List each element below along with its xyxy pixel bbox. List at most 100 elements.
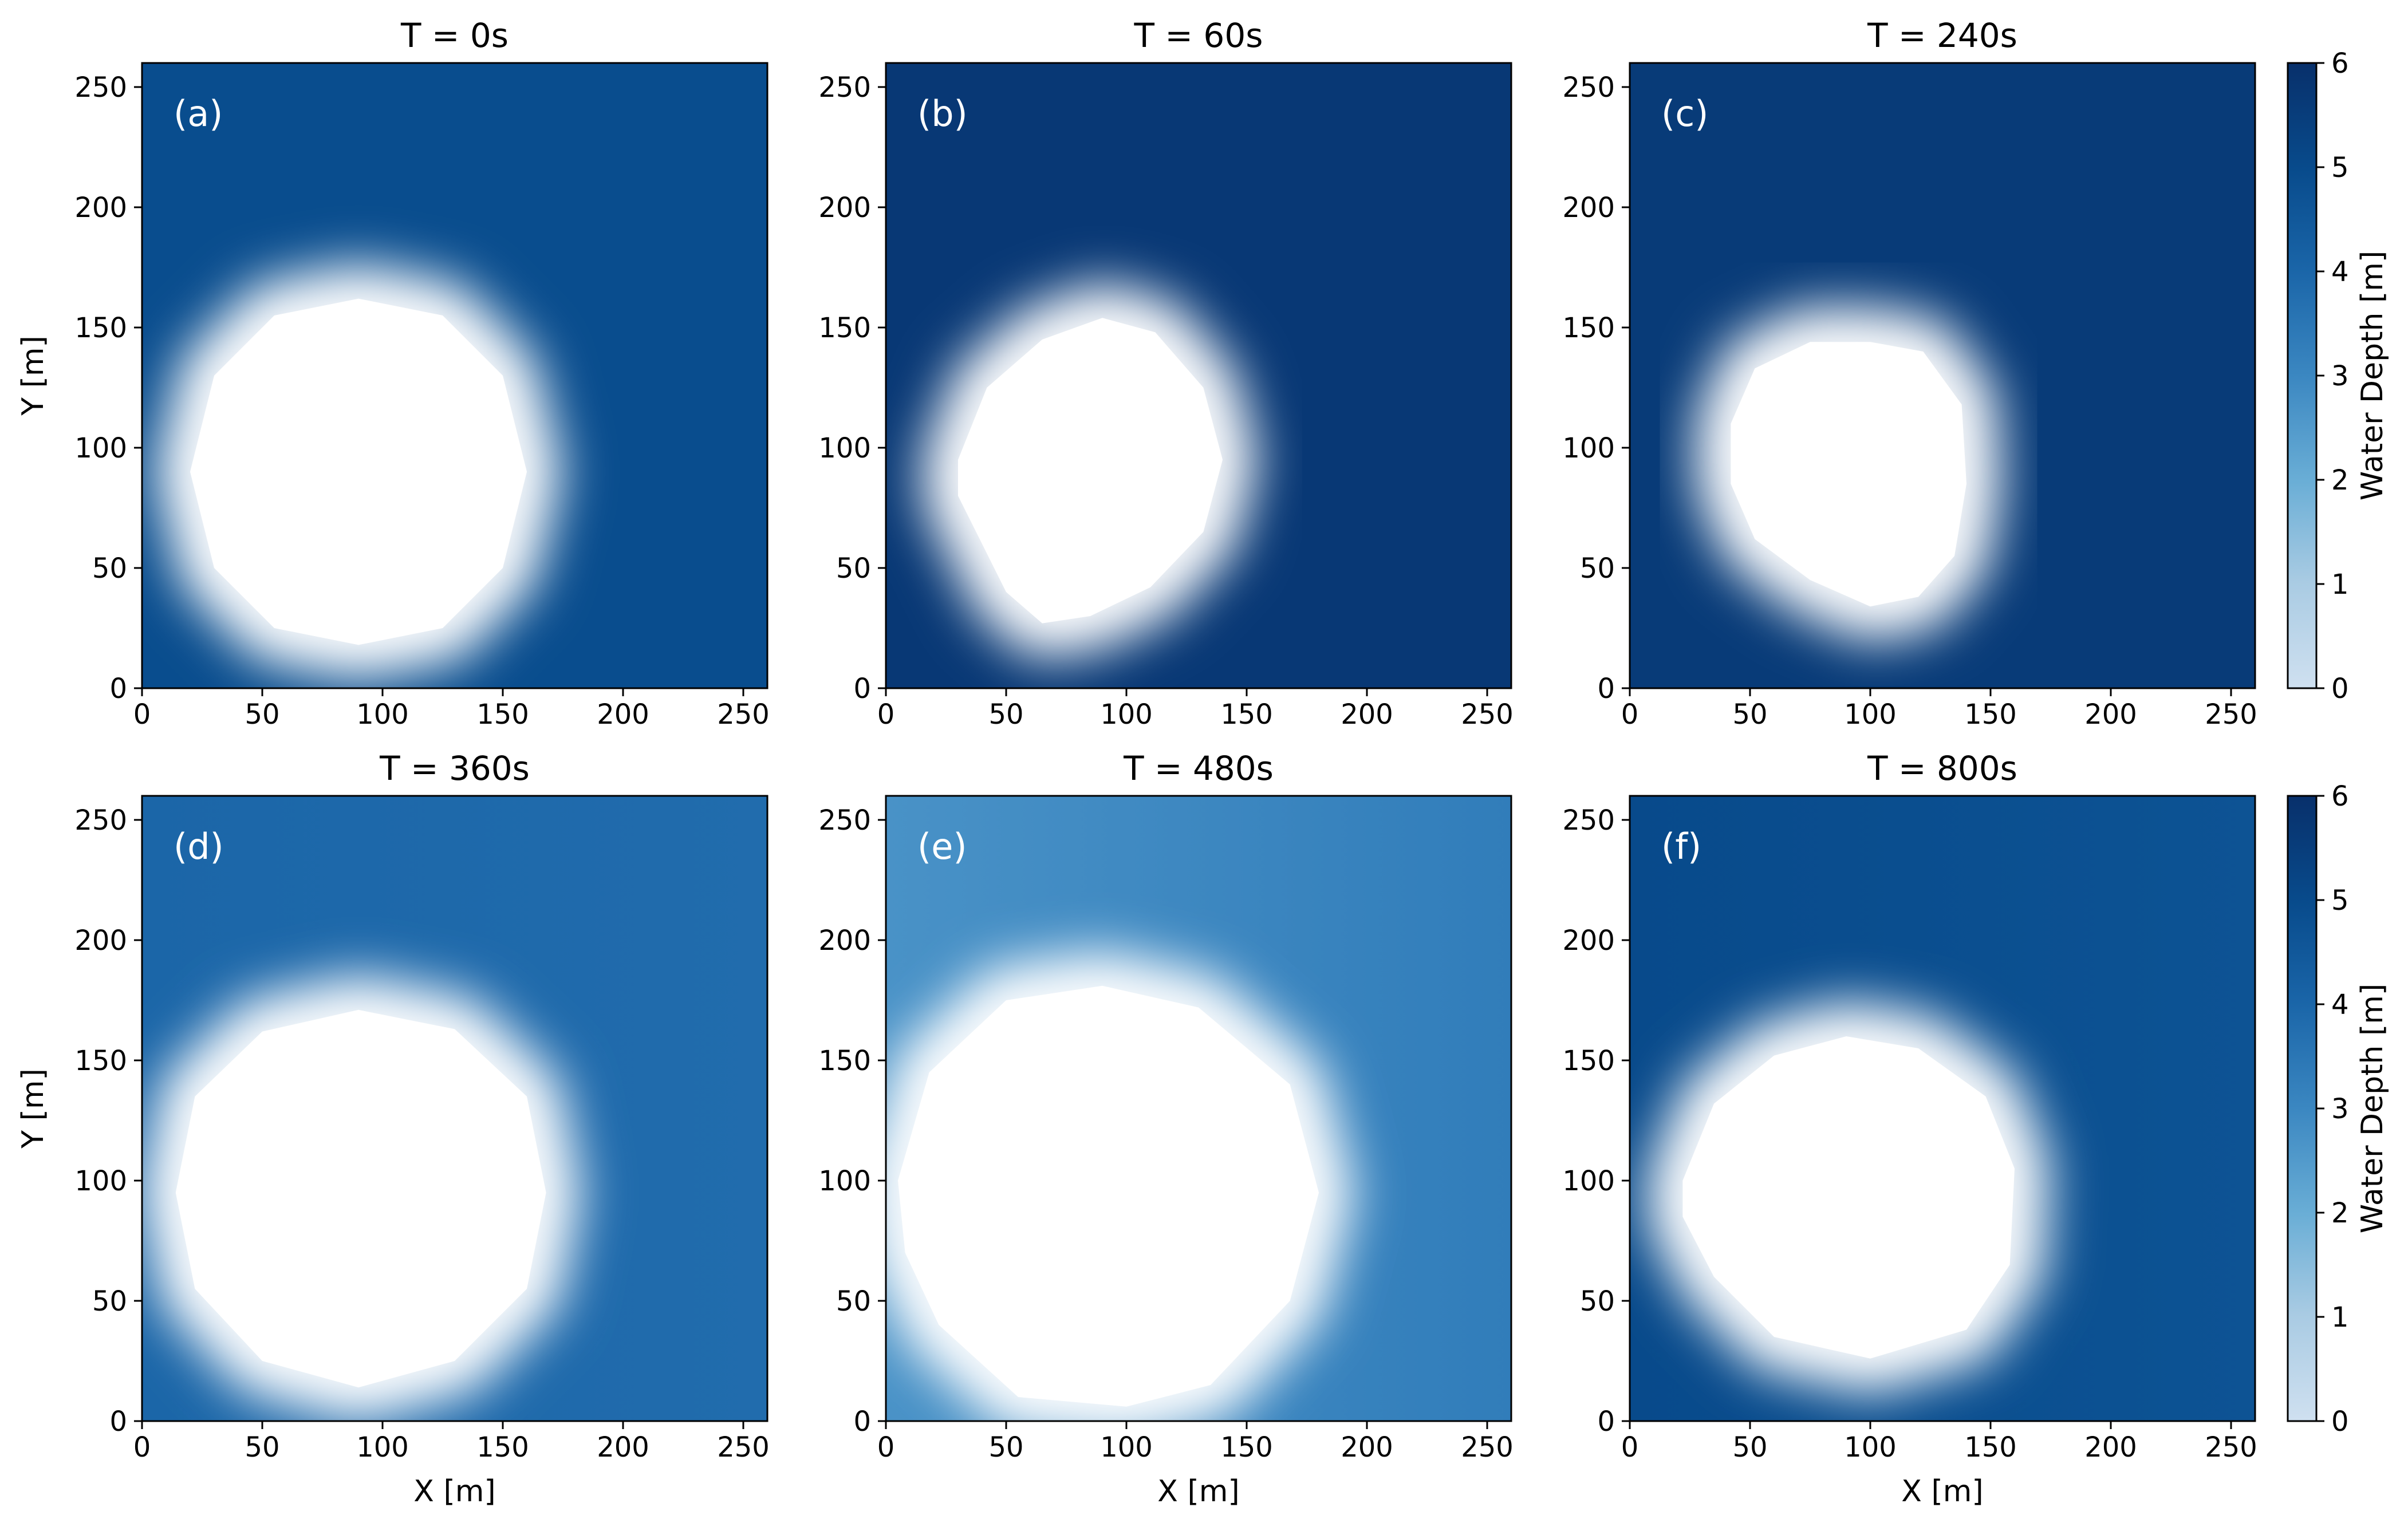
y-tick-label: 250 xyxy=(74,804,127,837)
y-axis-label: Y [m] xyxy=(16,336,50,416)
x-tick-label: 150 xyxy=(476,1431,529,1463)
colorbar-tick-label: 5 xyxy=(2331,152,2349,184)
panel-label: (f) xyxy=(1661,826,1701,867)
panel-d: 0 50 100 150 200 250 0 50 100 150 200 250 T = 360s (d… xyxy=(16,749,770,1509)
colorbar-gradient xyxy=(2287,795,2318,1422)
x-tick-label: 100 xyxy=(1844,1431,1897,1463)
colorbar-label: Water Depth [m] xyxy=(2355,251,2390,500)
dry-region xyxy=(898,985,1319,1407)
y-tick-label: 100 xyxy=(818,1165,871,1197)
dry-region xyxy=(190,298,527,645)
y-tick-label: 100 xyxy=(74,1165,127,1197)
dry-region xyxy=(1731,342,1966,607)
y-tick-label: 200 xyxy=(818,925,871,957)
y-tick-label: 150 xyxy=(74,1045,127,1077)
y-tick-label: 250 xyxy=(818,804,871,837)
colorbar-tick-label: 2 xyxy=(2331,1197,2349,1229)
x-tick-label: 150 xyxy=(1964,1431,2017,1463)
y-tick-label: 250 xyxy=(818,72,871,104)
panel-title: T = 240s xyxy=(1867,16,2017,55)
y-tick-label: 250 xyxy=(1562,72,1615,104)
colorbar-1: 0 1 2 3 4 5 6 Water Depth [m] xyxy=(2287,48,2390,705)
y-tick-label: 0 xyxy=(109,1406,127,1438)
axes-frame xyxy=(1629,795,2256,1422)
colorbar-tick-label: 0 xyxy=(2331,1406,2349,1438)
y-tick-label: 0 xyxy=(109,673,127,705)
y-tick-label: 150 xyxy=(1562,1045,1615,1077)
panel-a: 0 50 100 150 200 250 0 50 100 150 200 250 T = 0s (a) Y… xyxy=(16,16,770,731)
panel-title: T = 60s xyxy=(1134,16,1263,55)
colorbar-tick-label: 6 xyxy=(2331,48,2349,80)
y-tick-label: 200 xyxy=(74,925,127,957)
x-tick-label: 0 xyxy=(1621,1431,1639,1463)
y-tick-label: 50 xyxy=(836,1285,871,1317)
y-tick-label: 50 xyxy=(1580,553,1615,585)
y-tick-label: 200 xyxy=(1562,192,1615,224)
x-tick-label: 250 xyxy=(2205,1431,2257,1463)
panel-label: (a) xyxy=(174,93,223,135)
y-tick-label: 200 xyxy=(818,192,871,224)
panel-title: T = 480s xyxy=(1123,749,1274,788)
x-tick-label: 50 xyxy=(245,1431,279,1463)
y-tick-label: 150 xyxy=(1562,312,1615,344)
panel-label: (d) xyxy=(174,826,224,867)
y-tick-label: 150 xyxy=(818,1045,871,1077)
axes-frame xyxy=(1629,62,2256,689)
colorbar-2: 0 1 2 3 4 5 6 Water Depth [m] xyxy=(2287,780,2390,1438)
x-tick-label: 200 xyxy=(1341,1431,1393,1463)
colorbar-tick-label: 5 xyxy=(2331,885,2349,917)
colorbar-label: Water Depth [m] xyxy=(2355,984,2390,1233)
y-tick-label: 150 xyxy=(74,312,127,344)
colorbar-tick-label: 4 xyxy=(2331,256,2349,288)
y-tick-label: 50 xyxy=(92,1285,127,1317)
y-tick-label: 0 xyxy=(1597,1406,1615,1438)
x-tick-label: 150 xyxy=(1220,699,1273,731)
y-tick-label: 50 xyxy=(92,553,127,585)
x-tick-label: 100 xyxy=(1844,699,1897,731)
colorbar-tick-label: 1 xyxy=(2331,1301,2349,1333)
colorbar-tick-label: 0 xyxy=(2331,673,2349,705)
y-tick-label: 100 xyxy=(74,432,127,464)
x-tick-label: 200 xyxy=(597,1431,649,1463)
panel-title: T = 0s xyxy=(400,16,509,55)
y-tick-label: 0 xyxy=(853,1406,871,1438)
y-tick-label: 0 xyxy=(853,673,871,705)
panel-e: 0 50 100 150 200 250 0 50 100 150 200 250 T = 480s (e… xyxy=(818,749,1513,1509)
x-tick-label: 200 xyxy=(1341,699,1393,731)
y-tick-label: 150 xyxy=(818,312,871,344)
panel-c: 0 50 100 150 200 250 0 50 100 150 200 250 T = 240s (c… xyxy=(1562,16,2257,731)
y-tick-label: 250 xyxy=(74,72,127,104)
y-tick-label: 100 xyxy=(1562,1165,1615,1197)
panel-b: 0 50 100 150 200 250 0 50 100 150 200 250 T = 60s (b) xyxy=(818,16,1513,731)
axes-frame xyxy=(885,62,1512,689)
panel-label: (c) xyxy=(1661,93,1708,135)
x-tick-label: 50 xyxy=(1732,1431,1767,1463)
x-tick-label: 150 xyxy=(476,699,529,731)
colorbar-tick-label: 3 xyxy=(2331,360,2349,392)
x-tick-label: 0 xyxy=(133,699,151,731)
panel-title: T = 800s xyxy=(1867,749,2017,788)
panel-f: 0 50 100 150 200 250 0 50 100 150 200 250 T = 800s (f… xyxy=(1562,749,2257,1509)
panel-label: (b) xyxy=(917,93,968,135)
x-tick-label: 0 xyxy=(1621,699,1639,731)
y-tick-label: 50 xyxy=(1580,1285,1615,1317)
y-tick-label: 50 xyxy=(836,553,871,585)
axes-frame xyxy=(885,795,1512,1422)
colorbar-tick-label: 6 xyxy=(2331,780,2349,812)
dry-region xyxy=(958,318,1223,624)
y-axis-label: Y [m] xyxy=(16,1068,50,1149)
x-tick-label: 200 xyxy=(597,699,649,731)
x-tick-label: 250 xyxy=(2205,699,2257,731)
x-axis-label: X [m] xyxy=(1157,1474,1239,1509)
x-tick-label: 200 xyxy=(2084,699,2137,731)
x-tick-label: 250 xyxy=(717,1431,770,1463)
panel-label: (e) xyxy=(917,826,967,867)
y-tick-label: 0 xyxy=(1597,673,1615,705)
colorbar-tick-label: 1 xyxy=(2331,569,2349,601)
x-tick-label: 50 xyxy=(245,699,279,731)
x-tick-label: 250 xyxy=(1461,699,1514,731)
x-tick-label: 250 xyxy=(717,699,770,731)
x-tick-label: 50 xyxy=(988,1431,1023,1463)
x-tick-label: 50 xyxy=(1732,699,1767,731)
